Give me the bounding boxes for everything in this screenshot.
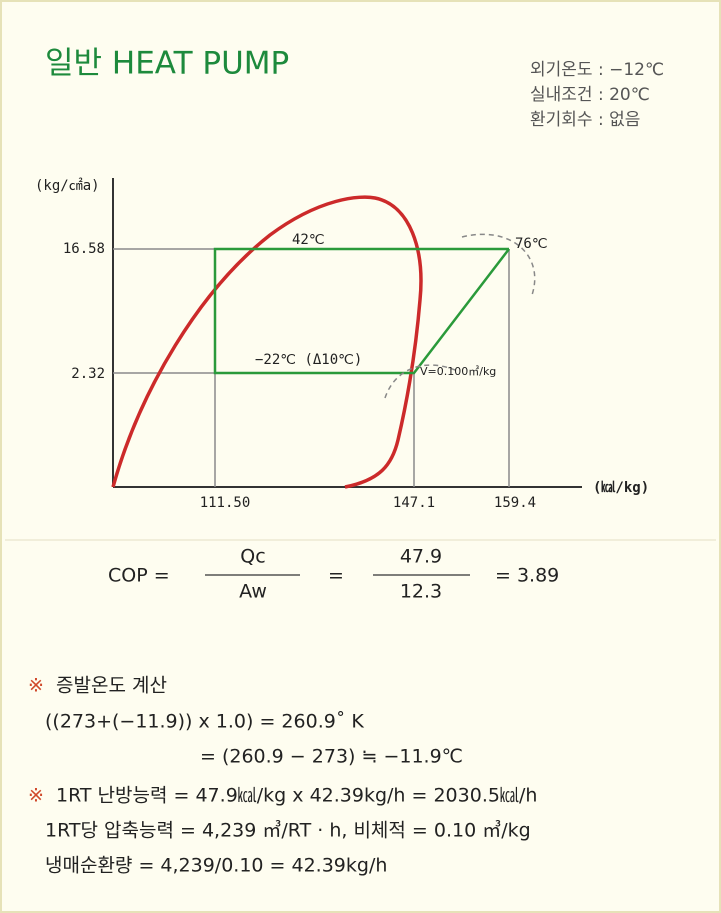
result: = 3.89 bbox=[495, 565, 559, 587]
y-axis-label: (kg/㎠a) bbox=[35, 178, 100, 194]
pressure-label: 16.58 bbox=[63, 241, 105, 257]
numerator: 47.9 bbox=[400, 546, 442, 568]
enthalpy-label: 159.4 bbox=[494, 495, 536, 511]
formula-lhs: COP = bbox=[108, 565, 170, 587]
note: = (260.9 − 273) ≒ −11.9℃ bbox=[200, 746, 463, 768]
note: 증발온도 계산 bbox=[56, 675, 167, 697]
note-marker: ※ bbox=[28, 675, 44, 697]
title: 일반 HEAT PUMP bbox=[45, 46, 289, 82]
note: 1RT 난방능력 = 47.9㎉/kg x 42.39kg/h = 2030.5… bbox=[56, 785, 537, 807]
note: 1RT당 압축능력 = 4,239 ㎥/RT · h, 비체적 = 0.10 ㎥… bbox=[45, 820, 531, 842]
pressure-label: 2.32 bbox=[71, 366, 105, 382]
annotation: V=0.100㎥/kg bbox=[420, 365, 496, 378]
ph-diagram: (kg/㎠a) (㎉/kg) 16.58 2.32 111.50 147.1 1… bbox=[35, 178, 649, 511]
dashed-arc bbox=[384, 364, 456, 399]
enthalpy-label: 147.1 bbox=[393, 495, 435, 511]
denominator: Aw bbox=[239, 581, 267, 603]
annotation: 42℃ bbox=[292, 232, 325, 248]
x-axis-label: (㎉/kg) bbox=[593, 480, 649, 496]
note: ((273+(−11.9)) x 1.0) = 260.9˚ K bbox=[45, 711, 364, 733]
dashed-arc bbox=[461, 233, 536, 296]
notes: ※ 증발온도 계산 ((273+(−11.9)) x 1.0) = 260.9˚… bbox=[28, 675, 537, 877]
numerator: Qc bbox=[240, 546, 265, 568]
note-marker: ※ bbox=[28, 785, 44, 807]
cop-formula: COP = Qc Aw = 47.9 12.3 = 3.89 bbox=[108, 546, 559, 603]
annotation: −22℃ (Δ10℃) bbox=[255, 352, 362, 368]
annotation: 76℃ bbox=[515, 236, 548, 252]
condition: 실내조건 : 20℃ bbox=[530, 85, 650, 105]
condition: 외기온도 : −12℃ bbox=[530, 60, 664, 80]
denominator: 12.3 bbox=[400, 581, 442, 603]
condition: 환기회수 : 없음 bbox=[530, 110, 640, 130]
equals: = bbox=[328, 565, 344, 587]
saturation-dome bbox=[111, 195, 423, 489]
enthalpy-label: 111.50 bbox=[200, 495, 251, 511]
note: 냉매순환량 = 4,239/0.10 = 42.39kg/h bbox=[45, 855, 387, 877]
cycle bbox=[213, 247, 510, 375]
